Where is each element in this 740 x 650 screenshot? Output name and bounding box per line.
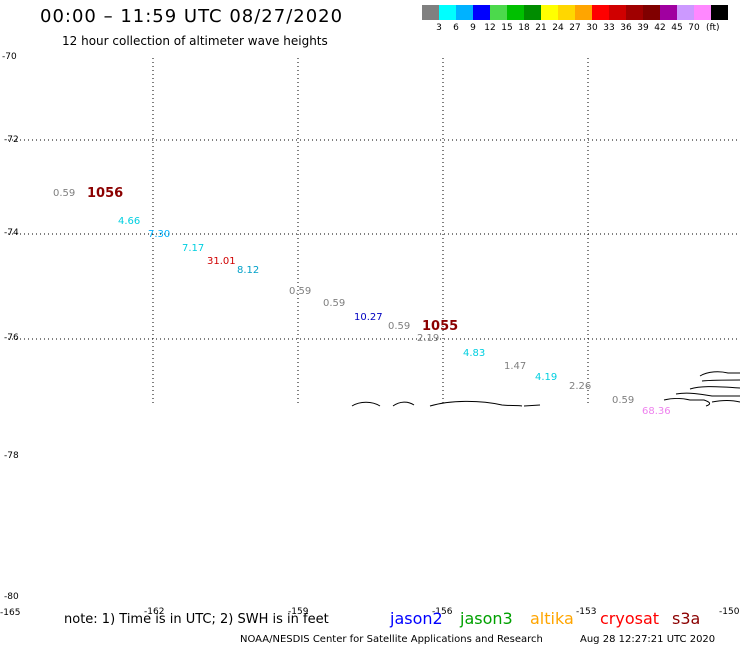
peak-label: 1055 xyxy=(422,319,459,334)
lon-label: -162 xyxy=(144,607,165,617)
legend-label: 45 xyxy=(671,23,683,33)
legend-label: 42 xyxy=(654,23,666,33)
legend-swatch xyxy=(422,5,439,20)
wave-height-obs: 0.59 xyxy=(289,286,312,297)
legend-label: 33 xyxy=(603,23,615,33)
graticule xyxy=(8,58,740,406)
legend-label: 3 xyxy=(436,23,442,33)
legend-swatch xyxy=(643,5,660,20)
wave-height-obs: 0.59 xyxy=(612,395,635,406)
legend-label: 15 xyxy=(501,23,513,33)
legend-swatch xyxy=(677,5,694,20)
legend-label: 24 xyxy=(552,23,564,33)
legend-swatch xyxy=(439,5,456,20)
map-title: 00:00 – 11:59 UTC 08/27/2020 xyxy=(40,6,344,27)
legend-label: 36 xyxy=(620,23,632,33)
legend-label: 70 xyxy=(688,23,700,33)
legend-label: 12 xyxy=(484,23,496,33)
legend-swatch xyxy=(575,5,592,20)
legend-swatch xyxy=(507,5,524,20)
lon-label: -153 xyxy=(576,607,597,617)
lat-label: -70 xyxy=(2,52,17,62)
legend-swatch xyxy=(694,5,711,20)
legend-label: 21 xyxy=(535,23,547,33)
satellite-jason3: jason3 xyxy=(460,609,513,628)
legend-swatch xyxy=(626,5,643,20)
wave-height-obs: 7.17 xyxy=(182,243,205,254)
lat-label: -72 xyxy=(4,135,19,145)
legend-label: 30 xyxy=(586,23,598,33)
satellite-jason2: jason2 xyxy=(390,609,443,628)
wave-height-obs: 0.59 xyxy=(388,321,411,332)
lat-label: -76 xyxy=(4,333,19,343)
legend-label: 6 xyxy=(453,23,459,33)
wave-height-obs: 4.19 xyxy=(535,372,558,383)
wave-height-obs: 31.01 xyxy=(207,256,236,267)
legend-swatch xyxy=(524,5,541,20)
generated-timestamp: Aug 28 12:27:21 UTC 2020 xyxy=(580,634,716,645)
legend-swatch xyxy=(711,5,728,20)
wave-height-obs: 0.59 xyxy=(53,188,76,199)
legend-label: 18 xyxy=(518,23,530,33)
wave-height-obs: 4.66 xyxy=(118,216,141,227)
legend-unit: (ft) xyxy=(706,23,720,33)
map-subtitle: 12 hour collection of altimeter wave hei… xyxy=(62,34,328,48)
satellite-altika: altika xyxy=(530,609,574,628)
lat-label: -74 xyxy=(4,228,19,238)
legend-label: 39 xyxy=(637,23,649,33)
coastline xyxy=(351,371,740,407)
lon-label: -156 xyxy=(432,607,453,617)
footer-note: note: 1) Time is in UTC; 2) SWH is in fe… xyxy=(64,612,329,627)
wave-height-obs: 8.12 xyxy=(237,265,260,276)
legend-swatch xyxy=(558,5,575,20)
legend-label: 9 xyxy=(470,23,476,33)
legend-swatch xyxy=(456,5,473,20)
lon-label: -150 xyxy=(719,607,740,617)
peak-label: 1056 xyxy=(87,186,124,201)
legend-swatch xyxy=(592,5,609,20)
legend-swatch xyxy=(660,5,677,20)
wave-height-obs: 4.83 xyxy=(463,348,486,359)
wave-height-obs: 0.59 xyxy=(323,298,346,309)
legend-swatch xyxy=(473,5,490,20)
wave-height-obs: 2.19 xyxy=(417,333,440,344)
legend-swatch xyxy=(609,5,626,20)
credit-line: NOAA/NESDIS Center for Satellite Applica… xyxy=(240,634,543,645)
legend-swatch xyxy=(541,5,558,20)
lon-label: -165 xyxy=(0,608,21,618)
satellite-s3a: s3a xyxy=(672,609,701,628)
lon-label: -159 xyxy=(288,607,309,617)
lat-label: -78 xyxy=(4,451,19,461)
wave-height-obs: 2.26 xyxy=(569,381,592,392)
wave-height-obs: 68.36 xyxy=(642,406,671,417)
legend-label: 27 xyxy=(569,23,581,33)
wave-height-obs: 10.27 xyxy=(354,312,383,323)
lat-label: -80 xyxy=(4,592,19,602)
legend-swatch xyxy=(490,5,507,20)
wave-height-obs: 7.30 xyxy=(148,229,171,240)
wave-height-obs: 1.47 xyxy=(504,361,527,372)
satellite-cryosat: cryosat xyxy=(600,609,660,628)
